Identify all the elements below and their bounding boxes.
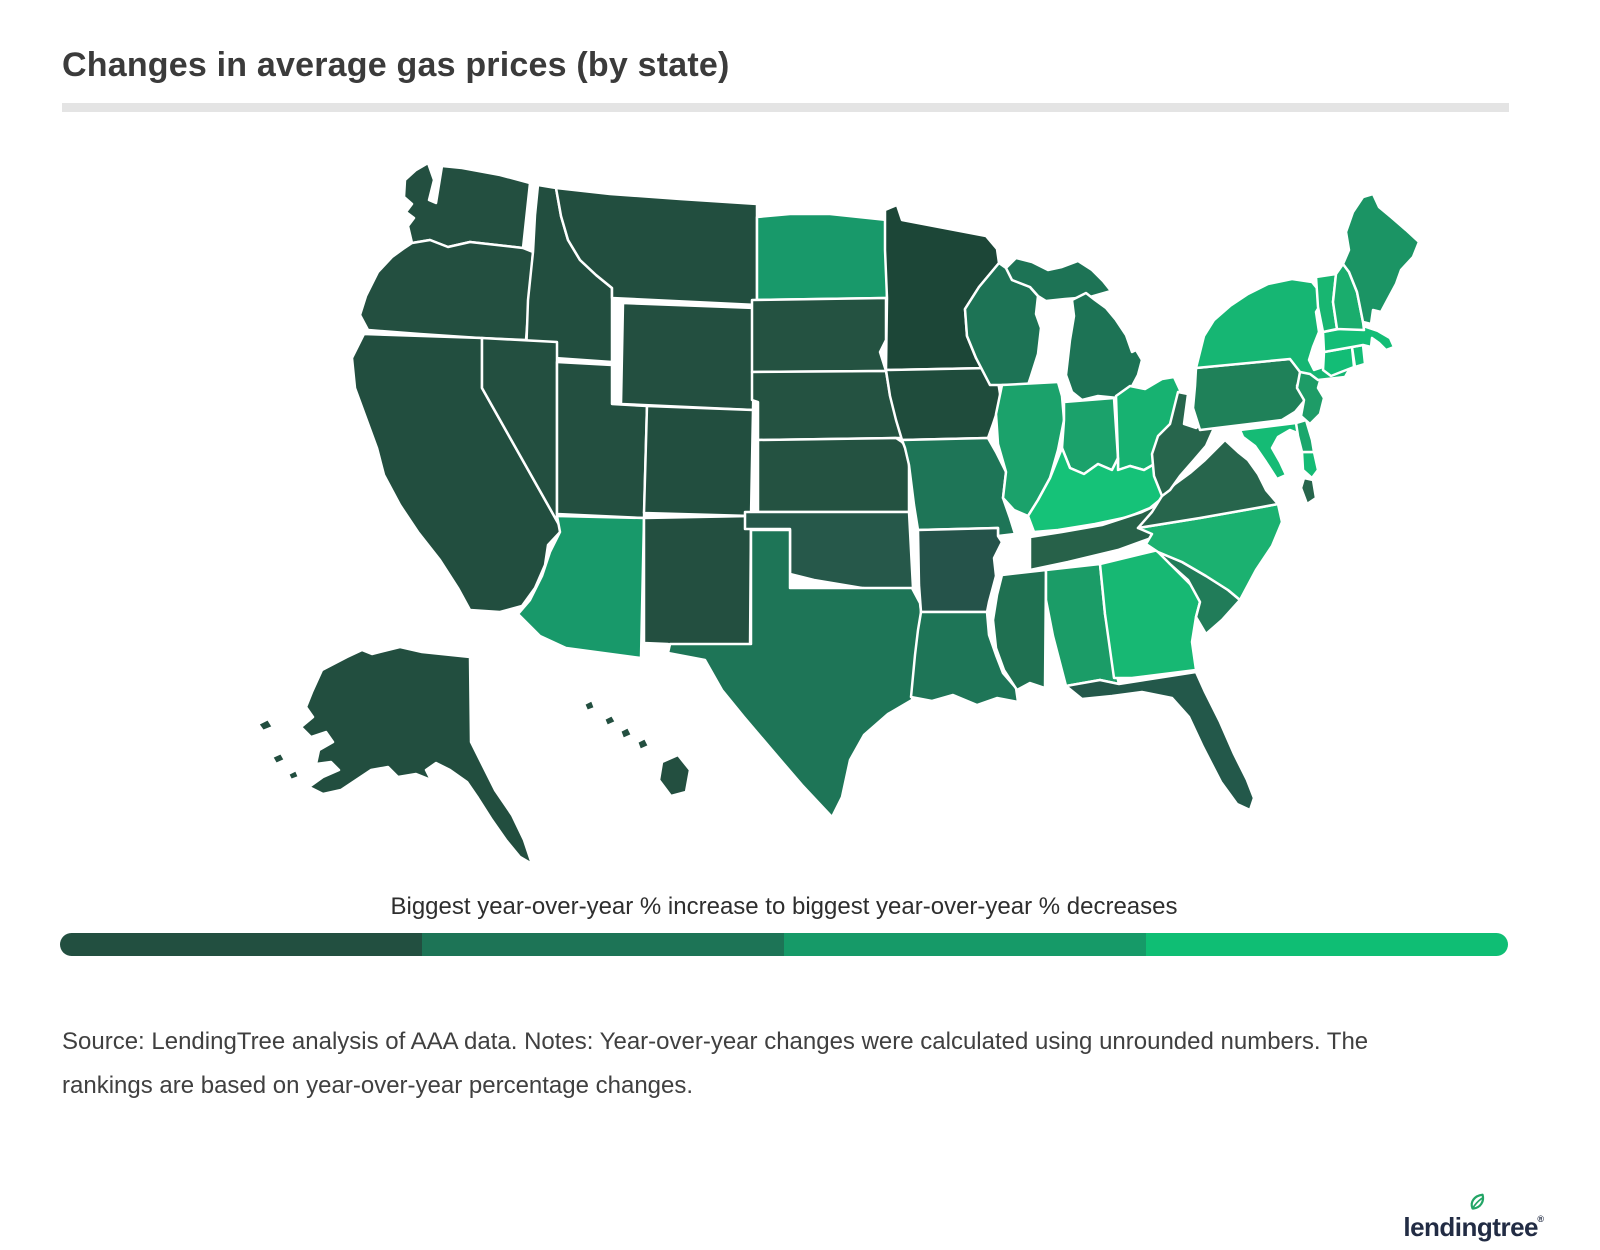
title-divider (62, 103, 1509, 112)
state-virginia-eastern-shore (1299, 476, 1318, 506)
state-michigan-lower (1064, 291, 1144, 402)
source-notes: Source: LendingTree analysis of AAA data… (62, 1020, 1522, 1108)
legend-segment-medium (784, 933, 1146, 956)
state-missouri (900, 436, 1017, 538)
state-hawaii-island-4 (635, 736, 651, 752)
state-arkansas (916, 526, 1004, 614)
legend-label: Biggest year-over-year % increase to big… (390, 893, 1178, 920)
state-west-virginia (1150, 390, 1216, 498)
state-hawaii-island-2 (602, 713, 618, 728)
state-kansas (756, 436, 911, 514)
logo-wordmark: lendingtree (1403, 1212, 1538, 1242)
state-hawaii-big-island (657, 753, 692, 798)
state-pennsylvania (1191, 357, 1307, 432)
state-mississippi (991, 568, 1048, 692)
state-south-dakota (750, 296, 888, 374)
state-texas (666, 528, 924, 819)
state-delaware (1294, 418, 1316, 454)
state-nebraska (750, 369, 904, 442)
state-washington (402, 161, 532, 250)
state-alaska-island-1 (256, 717, 275, 733)
state-colorado (642, 404, 755, 518)
state-montana (554, 186, 759, 307)
state-alaska-island-2 (270, 751, 287, 766)
lendingtree-logo: lendingtree ® (1380, 1193, 1570, 1245)
state-louisiana (909, 610, 1020, 707)
logo-registered-mark: ® (1537, 1214, 1544, 1224)
state-massachusetts (1321, 323, 1396, 354)
state-rhode-island (1350, 343, 1367, 369)
state-florida (1064, 670, 1256, 812)
state-north-dakota (755, 212, 889, 302)
state-wyoming (619, 301, 757, 412)
state-oregon (358, 238, 535, 342)
state-hawaii-island-1 (582, 698, 597, 713)
state-virginia (1136, 438, 1280, 530)
state-kentucky (1026, 446, 1177, 534)
state-new-mexico (642, 514, 753, 659)
legend-segment-light (1146, 933, 1508, 956)
state-new-york (1194, 277, 1351, 382)
leaf-icon (1470, 1193, 1485, 1210)
source-notes-line-1: Source: LendingTree analysis of AAA data… (62, 1028, 1369, 1055)
state-alaska (299, 645, 534, 866)
state-maryland-eastern-shore (1300, 450, 1320, 480)
legend-segment-darkest (60, 933, 422, 956)
state-alaska-island-3 (286, 768, 301, 782)
state-indiana (1060, 396, 1120, 476)
state-maine (1341, 192, 1421, 326)
source-notes-line-2: rankings are based on year-over-year per… (62, 1072, 694, 1099)
legend-segment-dark (422, 933, 784, 956)
color-scale-legend (60, 933, 1508, 956)
state-michigan-upper (1004, 256, 1113, 303)
page-title: Changes in average gas prices (by state) (62, 46, 730, 84)
state-iowa (884, 366, 1003, 442)
state-hawaii-island-3 (618, 725, 634, 741)
state-arizona (516, 514, 646, 660)
